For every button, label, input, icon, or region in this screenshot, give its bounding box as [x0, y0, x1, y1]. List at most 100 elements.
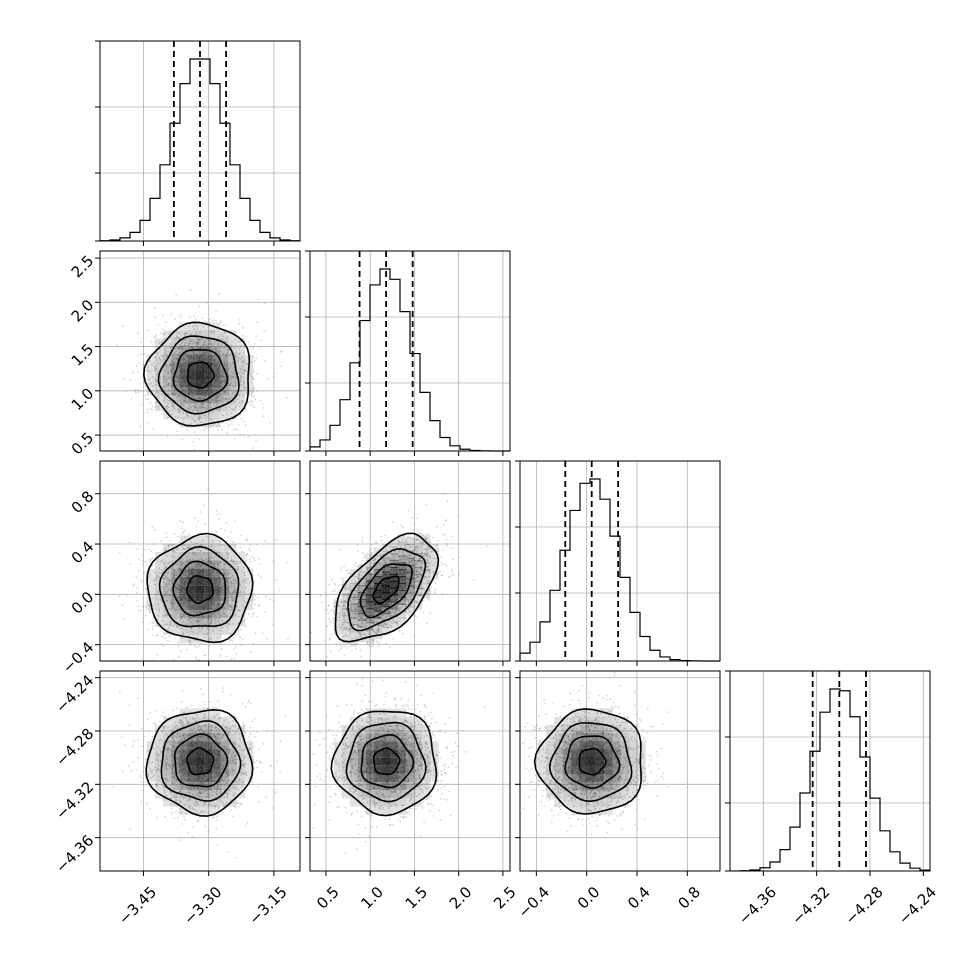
- scatter-point: [167, 382, 170, 385]
- scatter-point: [402, 553, 405, 556]
- scatter-point: [229, 383, 232, 386]
- scatter-point: [199, 611, 202, 613]
- scatter-point: [256, 615, 258, 618]
- scatter-point: [420, 566, 423, 569]
- scatter-point: [402, 565, 404, 568]
- scatter-point: [222, 569, 225, 572]
- scatter-point: [210, 418, 212, 420]
- scatter-point: [390, 602, 393, 605]
- scatter-point: [177, 408, 180, 411]
- scatter-point: [429, 591, 432, 593]
- scatter-point: [244, 388, 246, 390]
- scatter-point: [157, 618, 160, 621]
- scatter-point: [230, 344, 233, 347]
- scatter-point: [232, 591, 235, 594]
- scatter-point: [193, 350, 195, 353]
- scatter-point: [230, 397, 233, 400]
- scatter-point: [416, 544, 419, 547]
- scatter-point: [215, 531, 218, 533]
- scatter-point: [227, 349, 230, 352]
- scatter-point: [166, 405, 169, 408]
- scatter-point: [370, 543, 373, 546]
- scatter-point: [197, 548, 199, 551]
- scatter-point: [175, 586, 178, 589]
- scatter-point: [398, 555, 401, 558]
- density-cell: [349, 596, 358, 605]
- scatter-point: [159, 378, 161, 381]
- density-cell: [154, 394, 164, 404]
- scatter-point: [219, 635, 221, 638]
- scatter-point: [395, 553, 397, 556]
- scatter-point: [182, 421, 185, 424]
- scatter-point: [211, 548, 214, 551]
- density-cell: [171, 338, 180, 347]
- scatter-point: [383, 612, 385, 615]
- scatter-point: [208, 637, 211, 640]
- scatter-point: [340, 567, 343, 569]
- scatter-point: [213, 621, 216, 624]
- scatter-point: [370, 645, 373, 647]
- scatter-point: [416, 601, 419, 604]
- scatter-point: [367, 628, 370, 631]
- density-cell: [228, 568, 237, 577]
- scatter-point: [327, 612, 330, 615]
- scatter-point: [382, 569, 385, 572]
- scatter-point: [437, 539, 440, 542]
- scatter-point: [212, 556, 215, 559]
- scatter-point: [161, 549, 164, 552]
- scatter-point: [215, 617, 218, 620]
- scatter-point: [252, 388, 255, 391]
- density-cell: [228, 403, 237, 412]
- scatter-point: [408, 554, 411, 557]
- scatter-point: [259, 346, 262, 348]
- scatter-point: [182, 601, 185, 604]
- scatter-point: [219, 653, 221, 656]
- scatter-point: [244, 387, 247, 390]
- scatter-point: [160, 360, 163, 363]
- scatter-point: [142, 363, 145, 366]
- scatter-point: [196, 340, 199, 343]
- scatter-point: [231, 596, 234, 599]
- scatter-point: [180, 527, 183, 529]
- scatter-point: [165, 365, 168, 367]
- scatter-point: [372, 638, 375, 641]
- scatter-point: [319, 594, 322, 597]
- scatter-point: [221, 375, 224, 377]
- scatter-point: [230, 396, 233, 399]
- scatter-point: [239, 433, 242, 436]
- scatter-point: [217, 604, 220, 607]
- density-cell: [390, 587, 399, 596]
- scatter-point: [413, 584, 416, 587]
- scatter-point: [349, 604, 351, 607]
- scatter-point: [407, 555, 410, 558]
- scatter-point: [125, 390, 128, 393]
- scatter-point: [251, 613, 254, 615]
- scatter-point: [188, 337, 191, 340]
- density-cell: [195, 362, 205, 371]
- scatter-point: [217, 518, 220, 521]
- scatter-point: [416, 517, 418, 520]
- scatter-point: [155, 593, 158, 596]
- scatter-point: [409, 584, 412, 587]
- scatter-point: [226, 351, 229, 354]
- scatter-point: [177, 416, 179, 419]
- density-cell: [171, 610, 180, 619]
- scatter-point: [239, 367, 242, 370]
- scatter-point: [171, 602, 174, 605]
- scatter-point: [206, 620, 209, 623]
- scatter-point: [255, 390, 258, 392]
- scatter-point: [377, 566, 379, 569]
- scatter-point: [365, 580, 368, 583]
- scatter-point: [413, 569, 416, 572]
- scatter-point: [165, 369, 168, 372]
- scatter-point: [372, 580, 375, 583]
- scatter-point: [409, 590, 412, 593]
- scatter-point: [414, 581, 417, 584]
- scatter-point: [237, 340, 240, 343]
- scatter-point: [257, 557, 260, 560]
- scatter-point: [394, 612, 397, 615]
- scatter-point: [207, 616, 210, 619]
- scatter-point: [160, 600, 163, 603]
- scatter-point: [207, 566, 210, 569]
- scatter-point: [160, 393, 163, 396]
